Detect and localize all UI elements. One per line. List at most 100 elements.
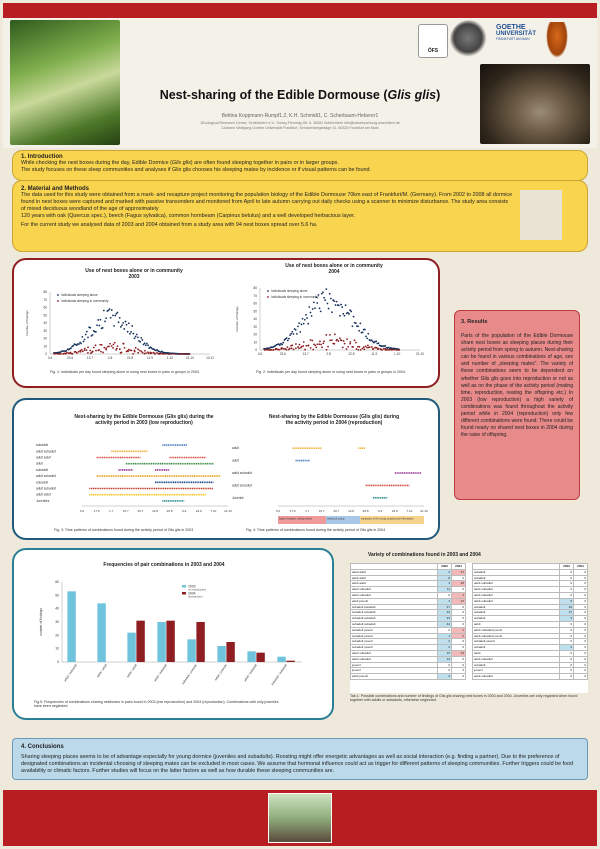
point-alone	[300, 323, 303, 326]
table-row: adult subadult 6 0	[472, 597, 588, 605]
table-cell: 0	[573, 667, 588, 675]
row-label: adult	[36, 462, 43, 466]
affiliations: 1Ecological Research Center, Schlüchtern…	[0, 121, 600, 130]
point-community	[295, 343, 297, 345]
point-community	[102, 351, 104, 354]
results-heading: 3. Results	[461, 319, 488, 325]
point-alone	[130, 331, 132, 333]
point-alone	[318, 307, 321, 310]
point-community	[145, 352, 147, 355]
point-alone	[131, 325, 134, 327]
y-tick-label: 0	[255, 348, 257, 352]
x-tick-label: 17.6	[290, 509, 296, 513]
x-tick-label: subadult / juvenile	[181, 663, 198, 685]
ofs-logo: ÖFS	[418, 24, 448, 58]
bar-2003	[217, 646, 226, 662]
point-community	[316, 343, 319, 346]
legend-label: Individuals sleeping in community	[271, 295, 319, 299]
point-community	[337, 340, 340, 342]
bar-2003	[277, 656, 286, 662]
table-cell: 0	[451, 673, 466, 680]
point-alone	[359, 322, 362, 325]
point-alone	[124, 320, 127, 323]
point-community	[322, 342, 325, 345]
table-title: Variety of combinations found in 2003 an…	[368, 552, 481, 558]
table-row: subadult 0 0	[472, 574, 588, 582]
point-community	[372, 347, 375, 350]
point-community	[340, 339, 343, 342]
point-community	[81, 350, 84, 353]
legend-sublabel: no reproduction	[188, 588, 207, 592]
point-community	[285, 348, 288, 351]
x-tick-label: 21.10	[420, 509, 428, 513]
table-cell: 0	[559, 673, 574, 680]
point-alone	[116, 311, 119, 314]
table-cell: 0	[573, 603, 588, 611]
point-community	[336, 338, 338, 341]
table-container: 2003 2004 adult adult 2 37 adult adult 8 0 adult…	[350, 563, 588, 693]
phase-band	[326, 516, 360, 524]
table-row: adult subadult 0 1	[350, 592, 466, 599]
point-community	[325, 348, 328, 351]
table-row: adult juvenil 3 27	[350, 597, 466, 605]
x-tick-label: 13.7	[303, 352, 309, 356]
table-row: adult subadult 0 0	[472, 673, 588, 680]
point-alone	[75, 344, 78, 347]
point-alone	[91, 333, 94, 336]
point-alone	[309, 311, 312, 314]
germany-map	[520, 190, 562, 240]
point-community	[297, 346, 299, 348]
x-tick-label: 10.11	[206, 356, 214, 360]
point-alone	[377, 342, 380, 345]
point-alone	[326, 302, 329, 305]
point-community	[66, 351, 68, 354]
bar-2004	[166, 620, 175, 662]
introduction-text-2: The study focuses on these sleep communi…	[21, 167, 371, 173]
point-community	[87, 346, 89, 349]
table-header-cell: 2004	[451, 563, 466, 570]
table-cell: 0	[451, 586, 466, 593]
x-tick-label: 23.6	[280, 352, 286, 356]
table-row: adult adult 8 0	[350, 574, 466, 582]
phase-label: separation of the young, preparing for h…	[361, 518, 414, 521]
table-cell: 0	[573, 574, 588, 582]
point-alone	[348, 313, 350, 315]
table-row: subadult 17 0	[472, 609, 588, 617]
y-tick-label: 10	[253, 340, 257, 344]
point-alone	[139, 340, 142, 343]
point-alone	[133, 337, 136, 340]
point-community	[282, 347, 285, 350]
point-alone	[109, 316, 112, 319]
point-alone	[107, 309, 110, 312]
table-cell: 2	[451, 632, 466, 640]
point-alone	[156, 348, 159, 351]
point-community	[160, 352, 162, 355]
point-community	[320, 343, 322, 346]
point-community	[302, 341, 305, 343]
point-alone	[125, 323, 128, 326]
point-community	[74, 350, 77, 353]
point-community	[375, 346, 378, 349]
table-row: adult juvenil 2 0	[350, 673, 466, 680]
fig3-timeline: subadult adult subadult adult adult adult su…	[36, 443, 232, 513]
y-tick-label: 50	[43, 313, 47, 317]
point-alone	[320, 292, 323, 295]
y-tick-label: 40	[55, 607, 59, 611]
point-alone	[117, 321, 120, 324]
point-alone	[278, 344, 281, 347]
x-tick-label: 21.10	[416, 352, 424, 356]
dormouse-photo	[480, 64, 590, 144]
table-row: subadult juvenil 2 0	[350, 644, 466, 651]
point-community	[358, 345, 361, 348]
row-label: adult	[232, 459, 239, 463]
bar-2004	[256, 652, 265, 662]
point-community	[361, 347, 364, 350]
bar-2003	[187, 639, 196, 662]
point-alone	[308, 306, 311, 308]
table-row: adult subadult 16 13	[350, 649, 466, 657]
point-alone	[298, 322, 301, 325]
point-community	[298, 343, 301, 346]
point-community	[382, 347, 385, 350]
x-tick-label: 1.7	[305, 509, 310, 513]
point-community	[127, 348, 130, 351]
